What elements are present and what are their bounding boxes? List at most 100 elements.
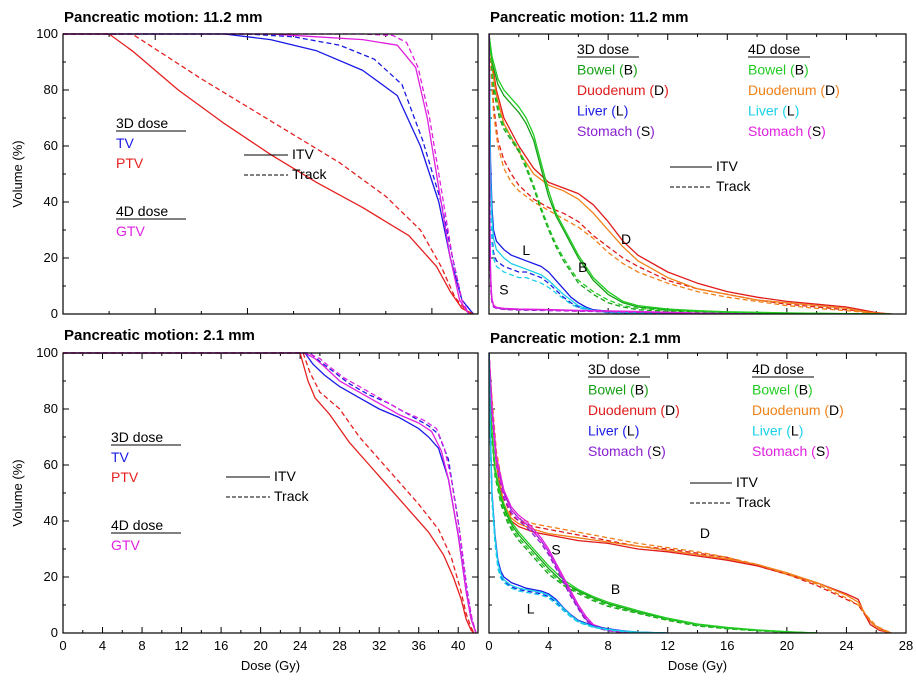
legend-entry: Liver (L)	[588, 423, 639, 439]
plot-frame	[62, 352, 479, 634]
series-gtv-track	[63, 352, 477, 633]
legend-entry: Duodenum (D)	[748, 82, 840, 98]
series-group	[63, 352, 477, 633]
panel-title: Pancreatic motion: 11.2 mm	[490, 9, 688, 26]
x-tick-label: 32	[372, 638, 386, 653]
linestyle-label: ITV	[274, 468, 296, 484]
curve-label: S	[551, 542, 560, 558]
legend: 3D dose Bowel (B) Duodenum (D) Liver (L) Sto…	[588, 361, 844, 510]
series-stomach-4d-track	[489, 33, 728, 314]
series-ptv-track	[63, 352, 475, 633]
x-tick-label: 24	[839, 638, 853, 653]
y-tick-label: 60	[44, 457, 58, 472]
series-tv-itv	[63, 33, 474, 314]
series-gtv-itv	[63, 33, 470, 314]
plot-frame	[488, 352, 907, 634]
legend-entry: Stomach (S)	[577, 123, 655, 139]
panel-title: Pancreatic motion: 2.1 mm	[490, 330, 681, 347]
y-axis-label: Volume (%)	[10, 459, 25, 526]
legend-heading: 4D dose	[752, 361, 804, 377]
ticks	[488, 33, 907, 315]
x-axis-label: Dose (Gy)	[668, 658, 727, 673]
legend-entry: Liver (L)	[748, 103, 799, 119]
series-duodenum-4d-track	[489, 33, 877, 314]
linestyle-label: ITV	[716, 158, 738, 174]
ticks	[488, 352, 907, 634]
series-liver-3d-track	[489, 33, 668, 314]
series-liver-4d-itv	[489, 33, 668, 314]
curve-label: S	[499, 281, 508, 297]
y-tick-label: 40	[44, 194, 58, 209]
x-tick-label: 20	[780, 638, 794, 653]
legend-entry: Liver (L)	[577, 103, 628, 119]
series-group	[63, 33, 474, 314]
series-duodenum-3d-track	[489, 33, 877, 314]
series-tv-track	[63, 33, 474, 314]
series-stomach-4d-track	[489, 352, 638, 633]
x-tick-label: 20	[253, 638, 267, 653]
linestyle-label: ITV	[736, 474, 758, 490]
linestyle-label: Track	[716, 178, 751, 194]
legend-heading: 3D dose	[111, 429, 163, 445]
linestyle-label: ITV	[292, 146, 314, 162]
legend-entry: Duodenum (D)	[577, 82, 669, 98]
panel-p4: Pancreatic motion: 2.1 mm 0 4 8 12 16 20 24 28 Do…	[485, 330, 913, 673]
curve-label: B	[611, 581, 620, 597]
y-tick-label: 80	[44, 401, 58, 416]
series-bowel-4d-track	[489, 352, 817, 633]
y-tick-label: 100	[36, 26, 58, 41]
legend-entry: PTV	[111, 469, 139, 485]
curve-label: B	[578, 259, 587, 275]
x-tick-label: 4	[545, 638, 552, 653]
y-tick-label: 20	[44, 250, 58, 265]
legend-entry: GTV	[111, 537, 140, 553]
series-bowel-4d-track	[489, 33, 847, 314]
y-tick-label: 40	[44, 513, 58, 528]
series-bowel-4d-itv	[489, 352, 817, 633]
linestyle-label: Track	[274, 488, 309, 504]
x-tick-label: 12	[174, 638, 188, 653]
series-stomach-4d-itv	[489, 352, 638, 633]
panel-p1: Pancreatic motion: 11.2 mm 0 20 40 60 80 100 Vo…	[10, 9, 479, 321]
legend: 3D dose TV PTV 4D dose GTV ITV Track	[111, 429, 309, 553]
legend-entry: Bowel (B)	[748, 62, 809, 78]
x-tick-label: 16	[214, 638, 228, 653]
linestyle-label: Track	[736, 494, 771, 510]
y-tick-label: 80	[44, 82, 58, 97]
series-duodenum-3d-track	[489, 352, 892, 633]
series-ptv-track	[63, 33, 474, 314]
y-tick-label: 0	[51, 306, 58, 321]
curve-label: D	[621, 231, 631, 247]
legend-entry: Stomach (S)	[752, 443, 830, 459]
series-gtv-track	[63, 33, 470, 314]
legend-entry: Liver (L)	[752, 423, 803, 439]
series-ptv-itv	[63, 33, 474, 314]
series-tv-itv	[63, 352, 477, 633]
legend-heading: 4D dose	[116, 203, 168, 219]
x-tick-label: 0	[59, 638, 66, 653]
series-liver-4d-track	[489, 352, 668, 633]
x-tick-label: 28	[899, 638, 913, 653]
legend-entry: TV	[111, 449, 130, 465]
legend-heading: 3D dose	[577, 41, 629, 57]
x-tick-label: 28	[332, 638, 346, 653]
x-tick-label: 24	[293, 638, 307, 653]
y-tick-label: 20	[44, 569, 58, 584]
x-tick-label: 12	[660, 638, 674, 653]
legend-entry: Stomach (S)	[748, 123, 826, 139]
curve-label: D	[700, 525, 710, 541]
x-tick-label: 4	[99, 638, 106, 653]
panel-title: Pancreatic motion: 11.2 mm	[64, 9, 262, 26]
y-tick-label: 100	[36, 345, 58, 360]
legend: 3D dose Bowel (B) Duodenum (D) Liver (L) Sto…	[577, 41, 840, 194]
x-tick-label: 16	[720, 638, 734, 653]
series-group	[489, 352, 892, 633]
series-bowel-3d-track	[489, 352, 817, 633]
legend-heading: 4D dose	[111, 517, 163, 533]
plot-frame	[488, 33, 907, 315]
series-group	[489, 33, 892, 314]
legend-entry: Bowel (B)	[752, 382, 813, 398]
legend-entry: Stomach (S)	[588, 443, 666, 459]
legend: 3D dose TV PTV 4D dose GTV ITV Track	[116, 115, 327, 239]
